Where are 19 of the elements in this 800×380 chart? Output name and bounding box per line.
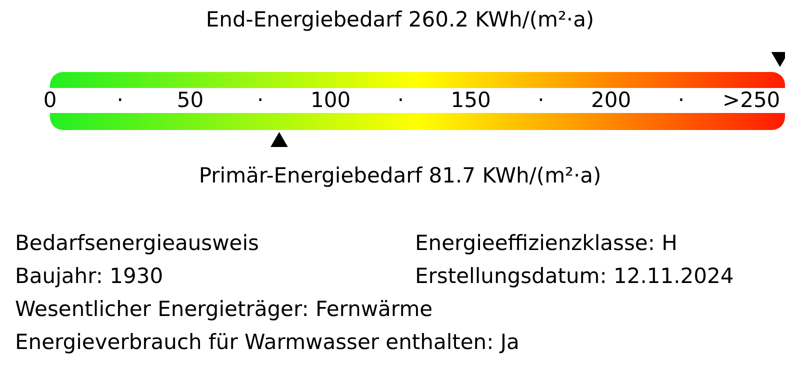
text: Bedarfsenergieausweis: [15, 230, 260, 257]
x-tick-label: 100: [310, 88, 351, 112]
x-tick-label: 200: [591, 88, 632, 112]
x-tick-label: 150: [450, 88, 491, 112]
text: End-Energiebedarf 260.2 KWh/(m²·a): [206, 7, 594, 32]
x-tick-label: 0: [43, 88, 57, 112]
text: Wesentlicher Energieträger: Fernwärme: [15, 296, 434, 323]
text: Energieverbrauch für Warmwasser enthalten: Ja: [15, 329, 520, 356]
text: Primär-Energiebedarf 81.7 KWh/(m²·a): [198, 163, 602, 188]
x-tick-label: ·: [257, 88, 264, 112]
x-tick-label: ·: [116, 88, 124, 112]
x-tick-label: >250: [722, 88, 780, 112]
text: Erstellungsdatum: 12.11.2024: [415, 263, 735, 290]
x-tick-label: ·: [538, 88, 544, 112]
text: Baujahr: 1930: [15, 263, 164, 290]
x-tick-label: ·: [397, 88, 404, 112]
x-tick-label: 50: [176, 88, 204, 112]
x-tick-label: ·: [678, 88, 685, 112]
text: Energieeffizienzklasse: H: [415, 230, 678, 257]
